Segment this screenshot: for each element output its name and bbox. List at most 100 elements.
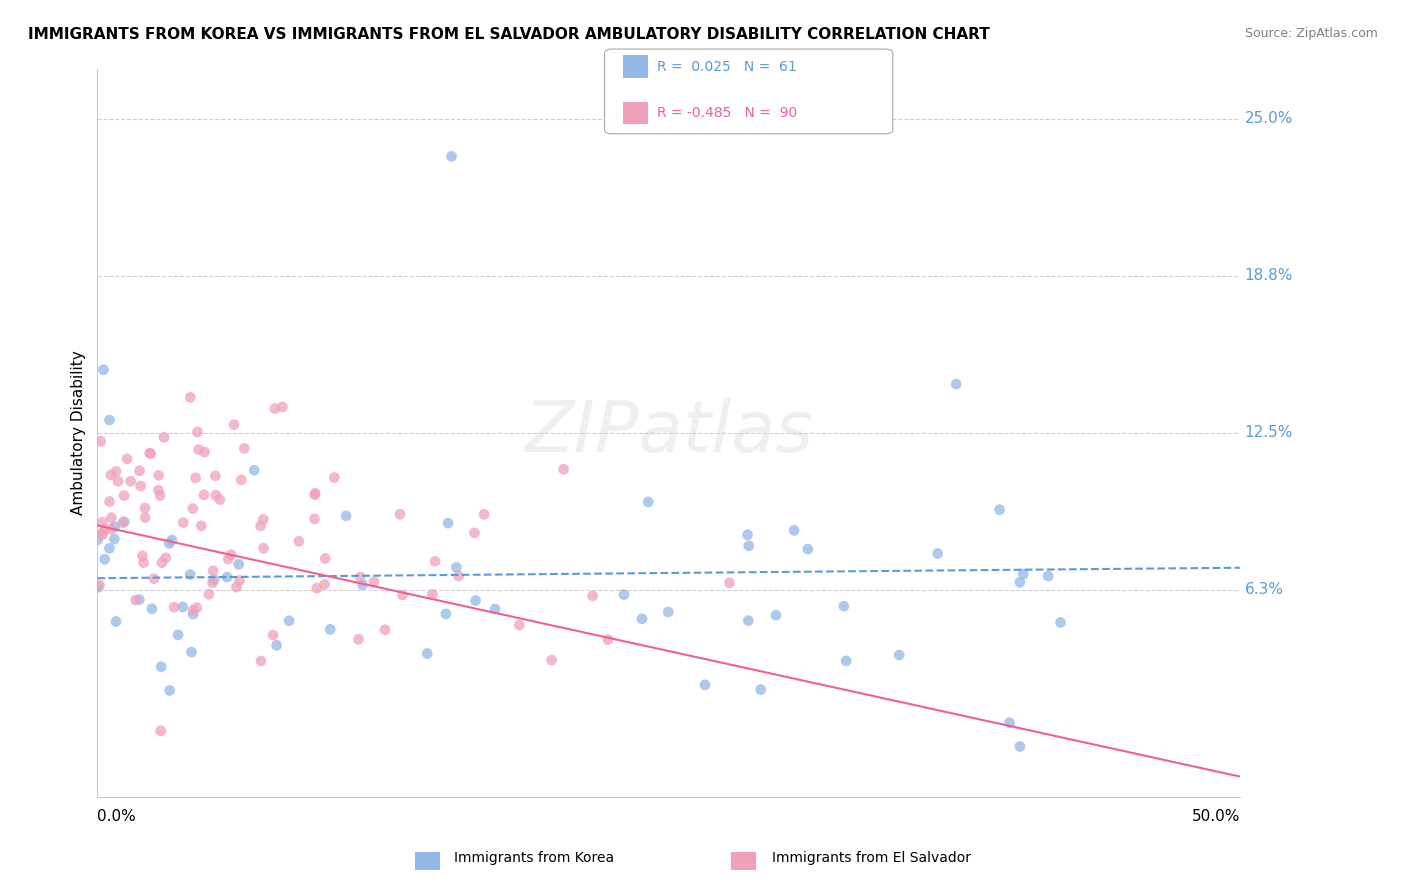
Point <box>832 599 855 614</box>
Point <box>693 678 716 692</box>
Point <box>163 600 186 615</box>
Point <box>988 502 1011 516</box>
Point <box>889 648 911 662</box>
Point <box>141 601 163 615</box>
Point <box>138 446 160 460</box>
Point <box>305 581 328 595</box>
Point <box>128 592 150 607</box>
Point <box>131 549 153 563</box>
Text: Immigrants from Korea: Immigrants from Korea <box>454 851 614 865</box>
Point <box>202 564 225 578</box>
Point <box>132 556 155 570</box>
Point <box>349 570 371 584</box>
Point <box>202 573 225 587</box>
Point <box>190 518 212 533</box>
Point <box>835 654 858 668</box>
Point <box>194 445 217 459</box>
Text: 50.0%: 50.0% <box>1191 809 1240 824</box>
Point <box>93 363 115 377</box>
Point <box>125 593 148 607</box>
Point <box>129 479 152 493</box>
Point <box>314 577 336 591</box>
Point <box>278 614 301 628</box>
Text: Source: ZipAtlas.com: Source: ZipAtlas.com <box>1244 27 1378 40</box>
Point <box>737 614 759 628</box>
Point <box>149 723 172 738</box>
Point <box>157 536 180 550</box>
Point <box>181 603 204 617</box>
Point <box>87 580 110 594</box>
Point <box>323 470 346 484</box>
Point <box>613 588 636 602</box>
Point <box>172 516 194 530</box>
Point <box>243 463 266 477</box>
Point <box>264 401 287 416</box>
Point <box>484 602 506 616</box>
Text: 0.0%: 0.0% <box>97 809 136 824</box>
Text: ZIPatlas: ZIPatlas <box>524 398 813 467</box>
Point <box>581 589 603 603</box>
Point <box>104 615 127 629</box>
Point <box>631 612 654 626</box>
Point <box>91 527 114 541</box>
Point <box>464 525 486 540</box>
Point <box>179 391 201 405</box>
Text: 18.8%: 18.8% <box>1244 268 1292 283</box>
Point <box>98 494 121 508</box>
Point <box>304 512 326 526</box>
Point <box>423 554 446 568</box>
Point <box>416 647 439 661</box>
Point <box>115 451 138 466</box>
Point <box>304 486 326 500</box>
Point <box>148 468 170 483</box>
Point <box>262 628 284 642</box>
Point <box>193 488 215 502</box>
Point <box>111 516 134 530</box>
Point <box>181 501 204 516</box>
Point <box>181 607 204 621</box>
Point <box>90 434 112 449</box>
Point <box>120 475 142 489</box>
Point <box>1008 739 1031 754</box>
Point <box>142 572 165 586</box>
Point <box>186 425 208 439</box>
Point <box>718 575 741 590</box>
Point <box>90 526 112 541</box>
Point <box>159 683 181 698</box>
Point <box>100 468 122 483</box>
Point <box>266 638 288 652</box>
Point <box>91 516 114 530</box>
Point <box>596 632 619 647</box>
Point <box>98 541 121 556</box>
Point <box>446 560 468 574</box>
Point <box>231 473 253 487</box>
Point <box>139 447 162 461</box>
Point <box>222 417 245 432</box>
Point <box>128 464 150 478</box>
Point <box>363 574 385 589</box>
Point <box>172 599 194 614</box>
Point <box>217 552 239 566</box>
Point <box>184 471 207 485</box>
Point <box>89 578 111 592</box>
Point <box>98 413 121 427</box>
Point <box>179 567 201 582</box>
Point <box>208 492 231 507</box>
Point <box>388 507 411 521</box>
Point <box>252 512 274 526</box>
Point <box>104 465 127 479</box>
Point <box>335 508 357 523</box>
Point <box>998 715 1021 730</box>
Point <box>252 541 274 556</box>
Point <box>155 550 177 565</box>
Point <box>201 575 224 590</box>
Point <box>93 523 115 537</box>
Point <box>250 654 273 668</box>
Point <box>134 510 156 524</box>
Point <box>215 570 238 584</box>
Point <box>104 520 127 534</box>
Point <box>434 607 457 621</box>
Text: 6.3%: 6.3% <box>1244 582 1284 597</box>
Y-axis label: Ambulatory Disability: Ambulatory Disability <box>72 351 86 515</box>
Point <box>180 645 202 659</box>
